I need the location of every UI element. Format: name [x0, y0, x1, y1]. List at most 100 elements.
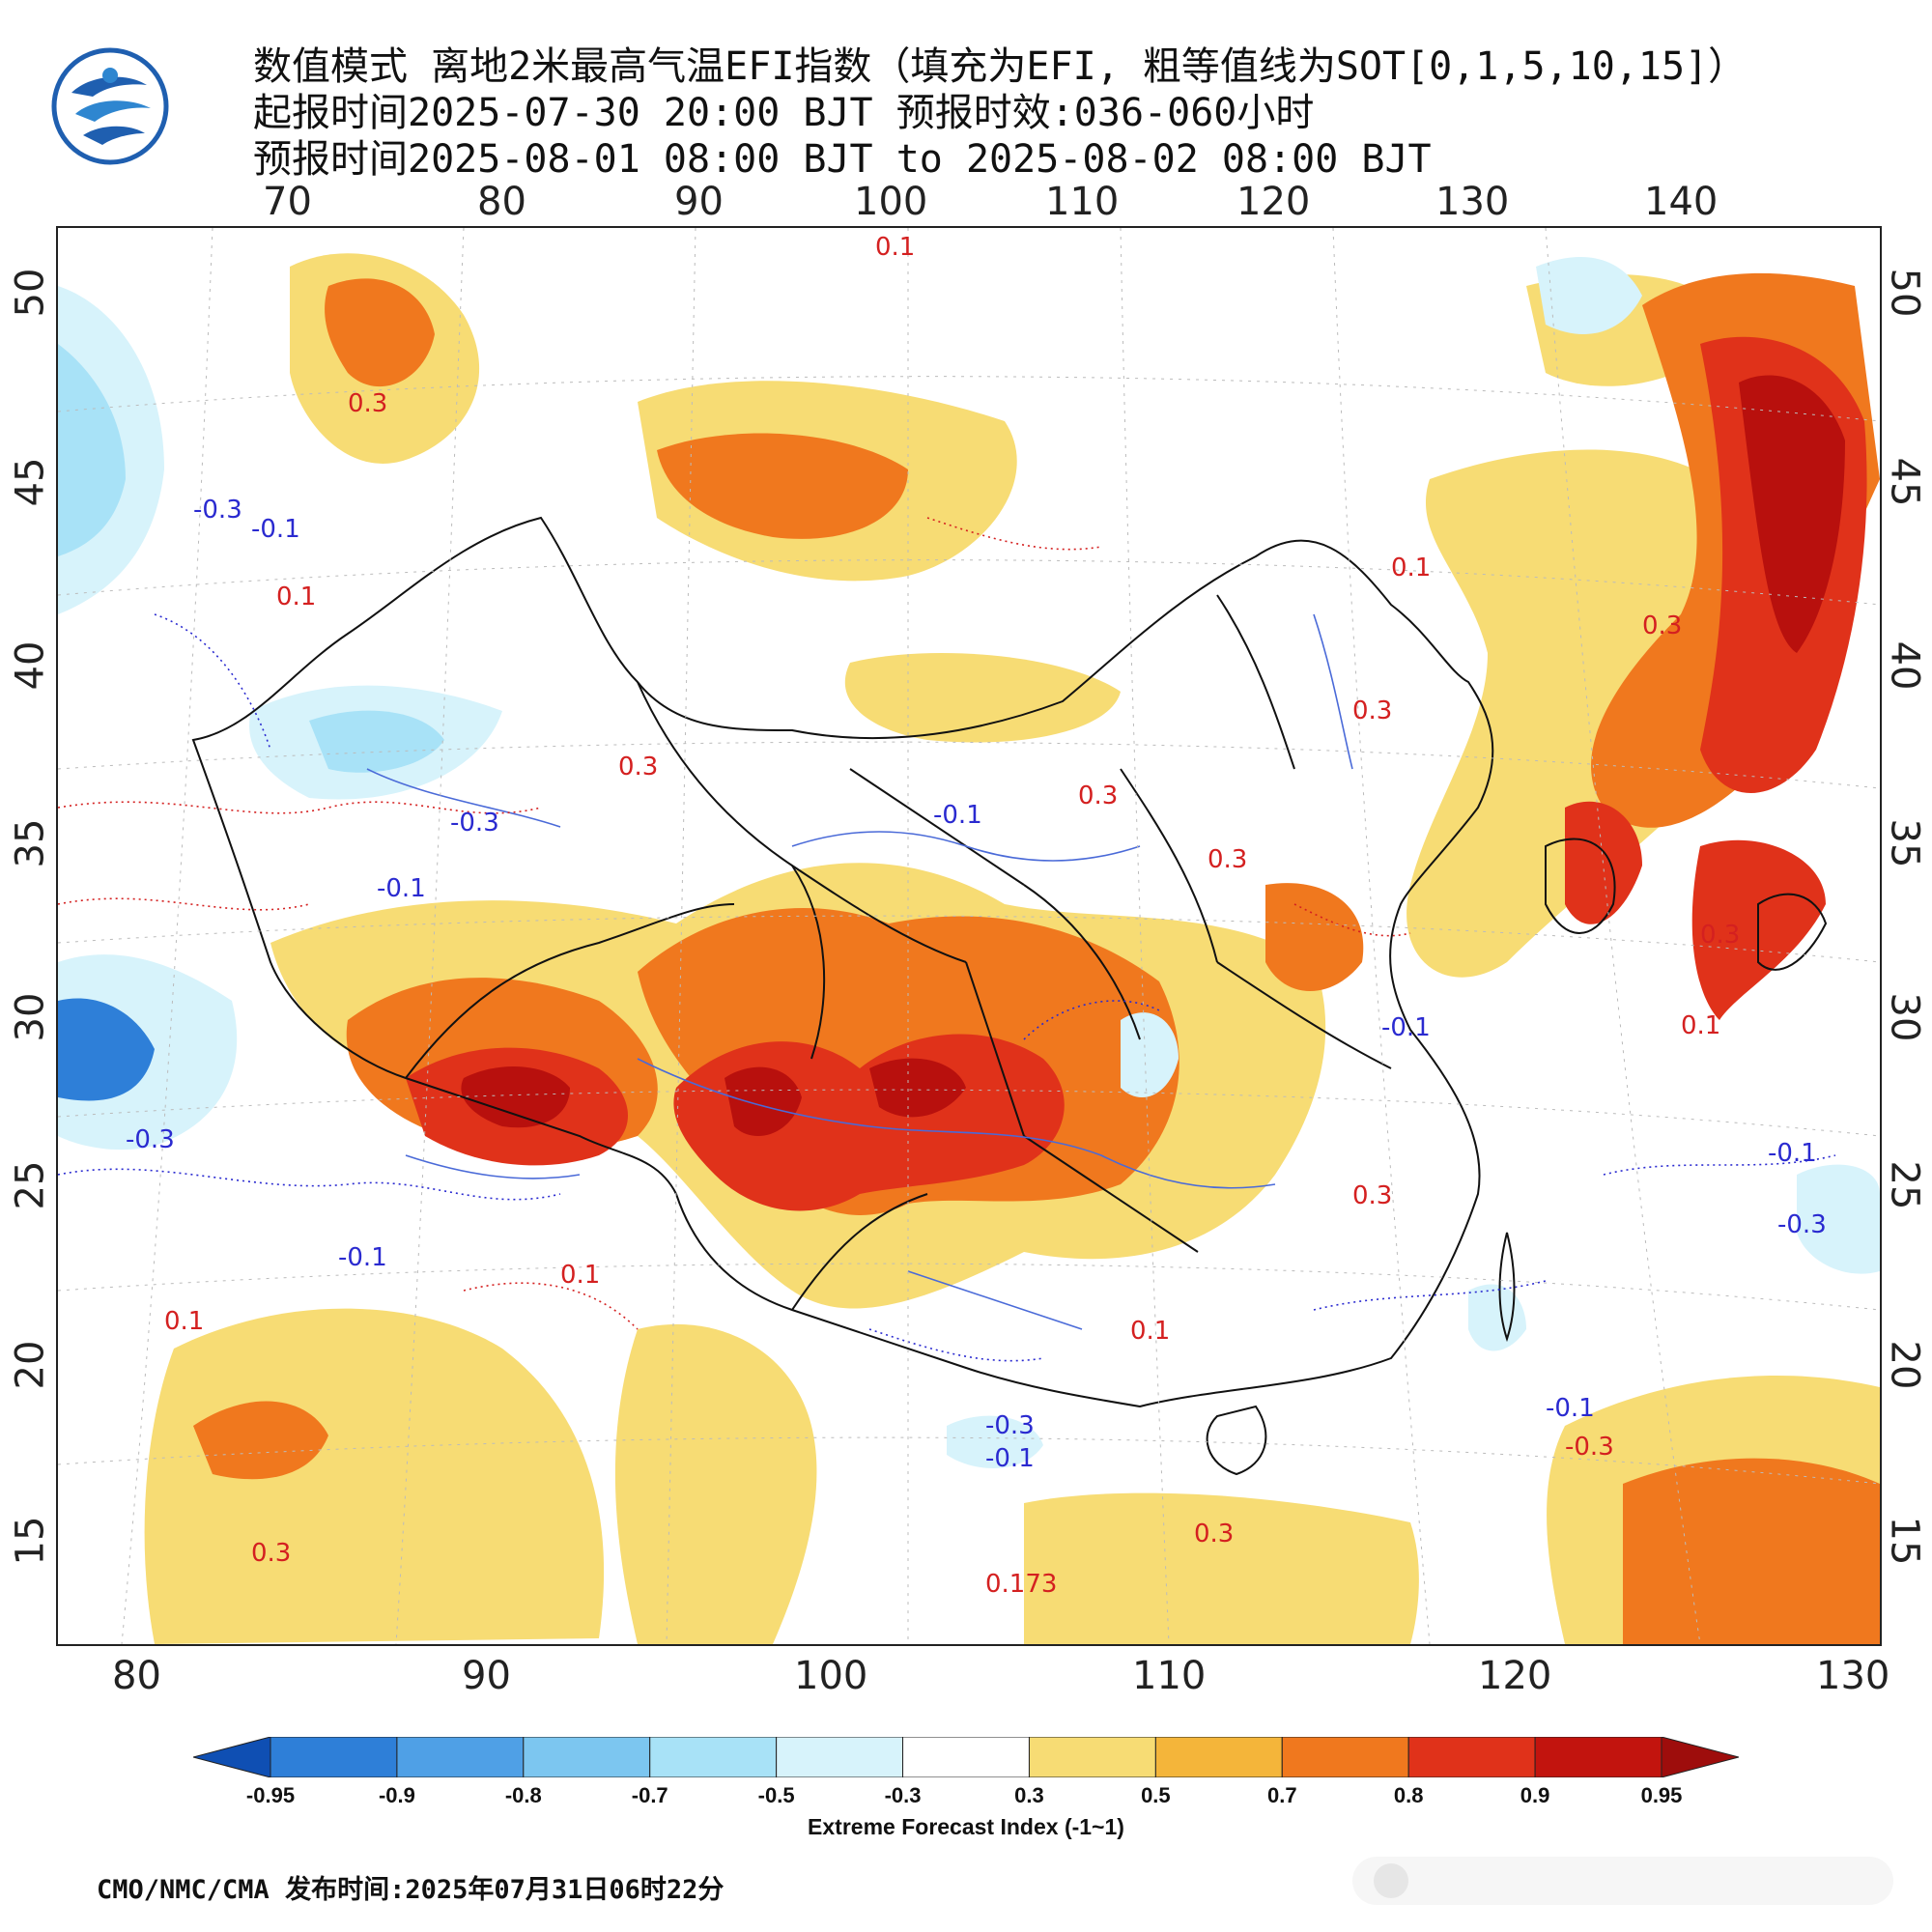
top-lon-tick: 70	[263, 180, 312, 224]
bottom-lon-tick: 130	[1816, 1654, 1890, 1698]
contour-label: -0.1	[933, 801, 982, 830]
colorbar-tick-label: 0.3	[1014, 1783, 1044, 1807]
contour-label: -0.1	[251, 515, 300, 544]
contour-label: 0.3	[1642, 611, 1682, 640]
colorbar-segment	[193, 1737, 271, 1777]
contour-label: -0.3	[450, 809, 499, 838]
bottom-lon-tick: 100	[794, 1654, 868, 1698]
colorbar-tick-label: 0.9	[1520, 1783, 1550, 1807]
top-lon-tick: 140	[1644, 180, 1719, 224]
contour-label: -0.3	[126, 1125, 175, 1154]
country-borders	[191, 516, 1828, 1476]
colorbar-segment	[1281, 1737, 1409, 1777]
colorbar-tick-label: 0.5	[1141, 1783, 1171, 1807]
top-lon-tick: 90	[674, 180, 724, 224]
left-lat-tick: 40	[8, 640, 53, 691]
contour-label: 0.1	[276, 582, 316, 611]
colorbar-segment	[1534, 1737, 1662, 1777]
colorbar-segment	[1028, 1737, 1156, 1777]
contour-label: -0.3	[1565, 1433, 1614, 1462]
colorbar-segment	[1661, 1737, 1739, 1777]
contour-label: 0.1	[1681, 1011, 1720, 1040]
top-lon-tick: 110	[1045, 180, 1120, 224]
contour-label: 0.1	[875, 233, 915, 262]
colorbar-segment	[649, 1737, 778, 1777]
contour-label: 0.3	[1352, 1181, 1392, 1210]
colorbar-segment	[523, 1737, 651, 1777]
efi-map[interactable]: 0.1 0.3 -0.3 -0.1 0.1 0.3 -0.3 -0.1 -0.1…	[56, 226, 1882, 1646]
bottom-lon-tick: 90	[462, 1654, 511, 1698]
contour-label: 0.1	[1130, 1317, 1170, 1346]
contour-label: -0.1	[985, 1444, 1035, 1473]
colorbar-tick-label: -0.7	[631, 1783, 668, 1807]
left-lat-tick: 15	[8, 1516, 53, 1566]
contour-label: -0.1	[338, 1243, 387, 1272]
left-lat-tick: 20	[8, 1340, 53, 1390]
left-lat-tick: 50	[8, 268, 53, 318]
contour-label: 0.3	[348, 389, 387, 418]
colorbar-segment	[270, 1737, 398, 1777]
colorbar-segment	[776, 1737, 904, 1777]
left-lat-tick: 35	[8, 818, 53, 868]
map-title: 数值模式 离地2米最高气温EFI指数（填充为EFI, 粗等值线为SOT[0,1,…	[253, 44, 1747, 89]
contour-label: 0.3	[1194, 1520, 1234, 1548]
init-time-line: 起报时间2025-07-30 20:00 BJT 预报时效:036-060小时	[253, 91, 1315, 135]
rivers	[366, 613, 1353, 1330]
cma-logo	[51, 47, 169, 165]
contour-label: -0.1	[377, 874, 426, 903]
watermark-logo	[1352, 1857, 1893, 1905]
graticule	[58, 228, 1880, 1644]
colorbar-segment	[902, 1737, 1030, 1777]
colorbar-tick-label: 0.95	[1640, 1783, 1683, 1807]
bottom-lon-tick: 80	[112, 1654, 161, 1698]
right-lat-tick: 20	[1882, 1340, 1927, 1390]
colorbar-segment	[396, 1737, 525, 1777]
contour-label: 0.1	[560, 1261, 600, 1290]
colorbar-tick-label: -0.8	[504, 1783, 542, 1807]
valid-time-line: 预报时间2025-08-01 08:00 BJT to 2025-08-02 0…	[253, 137, 1432, 182]
contour-label: 0.3	[1078, 781, 1118, 810]
right-lat-tick: 30	[1882, 992, 1927, 1042]
colorbar-tick-label: -0.5	[757, 1783, 795, 1807]
right-lat-tick: 45	[1882, 457, 1927, 507]
contour-label: -0.3	[193, 496, 242, 525]
left-lat-tick: 30	[8, 992, 53, 1042]
contour-labels: 0.1 0.3 -0.3 -0.1 0.1 0.3 -0.3 -0.1 -0.1…	[126, 233, 1827, 1599]
bottom-lon-tick: 110	[1132, 1654, 1207, 1698]
contour-label: -0.3	[1777, 1210, 1827, 1239]
left-lat-tick: 45	[8, 457, 53, 507]
top-lon-tick: 130	[1435, 180, 1510, 224]
contour-label: 0.3	[251, 1539, 291, 1568]
colorbar-tick-label: -0.95	[245, 1783, 296, 1807]
contour-label: 0.1	[1391, 554, 1431, 582]
colorbar-tick-label: -0.9	[378, 1783, 415, 1807]
sot-contours	[58, 517, 1836, 1362]
right-lat-tick: 40	[1882, 640, 1927, 691]
contour-label: -0.1	[1546, 1394, 1595, 1423]
contour-label: -0.1	[1768, 1139, 1817, 1168]
contour-label: 0.3	[1700, 921, 1740, 950]
colorbar-segment	[1154, 1737, 1283, 1777]
top-lon-tick: 100	[854, 180, 928, 224]
top-lon-tick: 120	[1236, 180, 1311, 224]
contour-label: 0.3	[1352, 696, 1392, 725]
publisher-footer: CMO/NMC/CMA 发布时间:2025年07月31日06时22分	[97, 1875, 724, 1905]
colorbar-tick-label: -0.3	[884, 1783, 922, 1807]
colorbar-title: Extreme Forecast Index (-1~1)	[808, 1814, 1124, 1839]
colorbar-tick-label: 0.8	[1393, 1783, 1424, 1807]
contour-label: 0.3	[1208, 845, 1247, 874]
efi-fill-090	[461, 375, 1845, 1136]
contour-label: 0.1	[164, 1307, 204, 1336]
efi-fill-cool	[58, 257, 1880, 1468]
left-lat-tick: 25	[8, 1160, 53, 1210]
right-lat-tick: 50	[1882, 268, 1927, 318]
contour-label: -0.3	[985, 1411, 1035, 1440]
colorbar-segment	[1407, 1737, 1536, 1777]
colorbar-tick-label: 0.7	[1266, 1783, 1297, 1807]
right-lat-tick: 25	[1882, 1160, 1927, 1210]
contour-label: 0.173	[985, 1570, 1057, 1599]
contour-label: 0.3	[618, 753, 658, 781]
top-lon-tick: 80	[477, 180, 526, 224]
right-lat-tick: 35	[1882, 818, 1927, 868]
right-lat-tick: 15	[1882, 1516, 1927, 1566]
